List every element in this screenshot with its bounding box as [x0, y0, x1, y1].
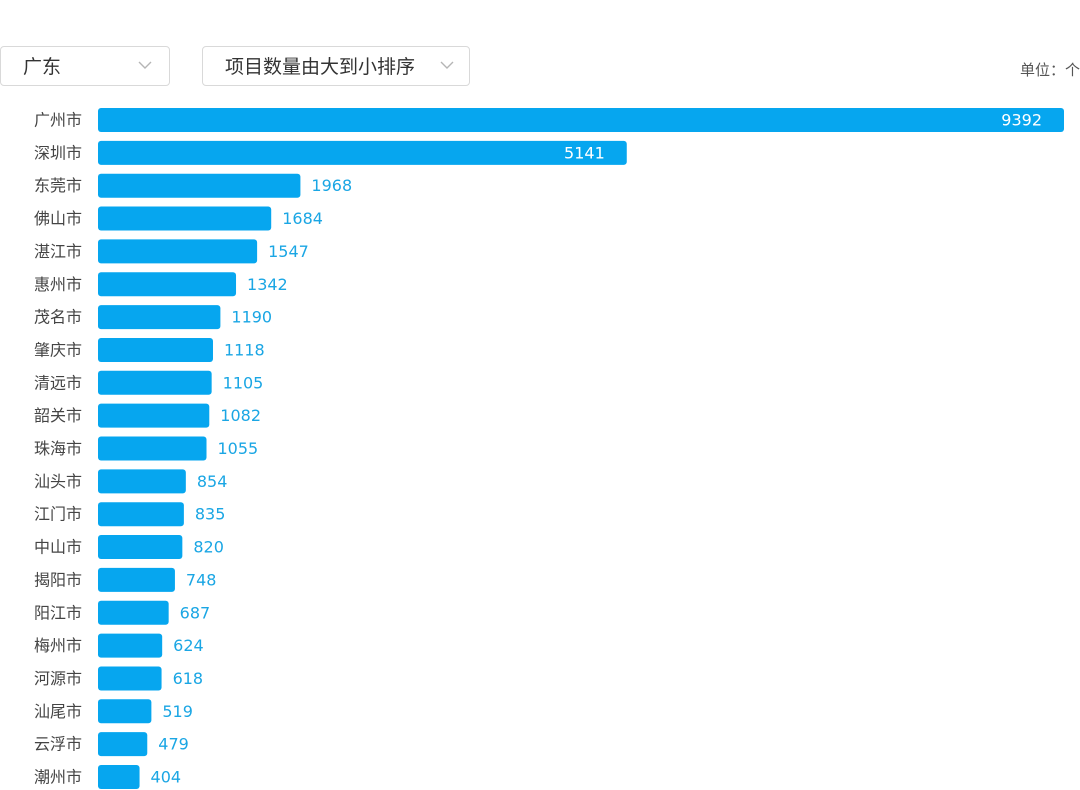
bar[interactable] [98, 699, 152, 724]
category-label: 深圳市 [34, 143, 82, 162]
value-label: 1547 [268, 242, 309, 261]
category-label: 东莞市 [34, 176, 82, 195]
category-label: 阳江市 [34, 603, 82, 622]
value-label: 1082 [220, 406, 261, 425]
bar[interactable] [98, 469, 186, 494]
bar[interactable] [98, 239, 258, 264]
category-label: 肇庆市 [34, 340, 82, 359]
category-label: 汕尾市 [34, 702, 82, 721]
category-label: 梅州市 [34, 636, 82, 655]
category-label: 韶关市 [34, 406, 82, 425]
bar[interactable] [98, 337, 213, 362]
value-label: 748 [186, 570, 217, 589]
bar[interactable] [98, 370, 212, 395]
value-label: 1968 [311, 176, 352, 195]
value-label: 5141 [564, 143, 605, 162]
category-label: 揭阳市 [34, 570, 82, 589]
category-label: 广州市 [34, 111, 82, 130]
bar[interactable] [98, 173, 301, 198]
bar[interactable] [98, 502, 184, 527]
bar[interactable] [98, 305, 221, 330]
category-label: 佛山市 [34, 209, 82, 228]
bar[interactable] [98, 436, 207, 461]
value-label: 1118 [224, 340, 265, 359]
bar[interactable] [98, 666, 162, 691]
category-label: 茂名市 [34, 308, 82, 327]
category-label: 惠州市 [34, 275, 82, 294]
value-label: 854 [197, 472, 228, 491]
bar[interactable] [98, 206, 272, 231]
chevron-down-icon [440, 61, 454, 69]
value-label: 687 [180, 603, 211, 622]
value-label: 1342 [247, 275, 288, 294]
value-label: 618 [173, 669, 204, 688]
value-label: 9392 [1001, 111, 1042, 130]
value-label: 1684 [282, 209, 323, 228]
bar[interactable] [98, 108, 1064, 132]
value-label: 479 [158, 735, 189, 754]
category-label: 潮州市 [34, 768, 82, 787]
category-label: 湛江市 [34, 242, 82, 261]
category-label: 中山市 [34, 538, 82, 557]
unit-label: 单位：个 [1019, 61, 1080, 79]
value-label: 404 [151, 768, 182, 787]
bar[interactable] [98, 535, 183, 560]
category-label: 江门市 [34, 505, 82, 524]
value-label: 1190 [231, 308, 272, 327]
category-label: 河源市 [34, 669, 82, 688]
bar[interactable] [98, 600, 169, 625]
category-label: 汕头市 [34, 472, 82, 491]
value-label: 1055 [218, 439, 259, 458]
bar[interactable] [98, 765, 140, 789]
sort-order-select-label: 项目数量由大到小排序 [225, 56, 416, 78]
bar[interactable] [98, 567, 175, 592]
bar[interactable] [98, 272, 237, 297]
category-label: 云浮市 [34, 735, 82, 754]
value-label: 1105 [223, 373, 264, 392]
chevron-down-icon [138, 61, 152, 69]
bar[interactable] [98, 732, 148, 757]
sort-order-select[interactable]: 项目数量由大到小排序 [202, 46, 470, 86]
bar[interactable] [98, 140, 627, 165]
value-label: 624 [173, 636, 204, 655]
province-select[interactable]: 广东 [0, 46, 170, 86]
value-label: 519 [162, 702, 193, 721]
bar[interactable] [98, 633, 163, 658]
value-label: 820 [193, 538, 224, 557]
province-select-label: 广东 [23, 56, 62, 78]
category-label: 清远市 [34, 373, 82, 392]
bar[interactable] [98, 403, 210, 428]
category-label: 珠海市 [34, 439, 82, 458]
value-label: 835 [195, 505, 226, 524]
